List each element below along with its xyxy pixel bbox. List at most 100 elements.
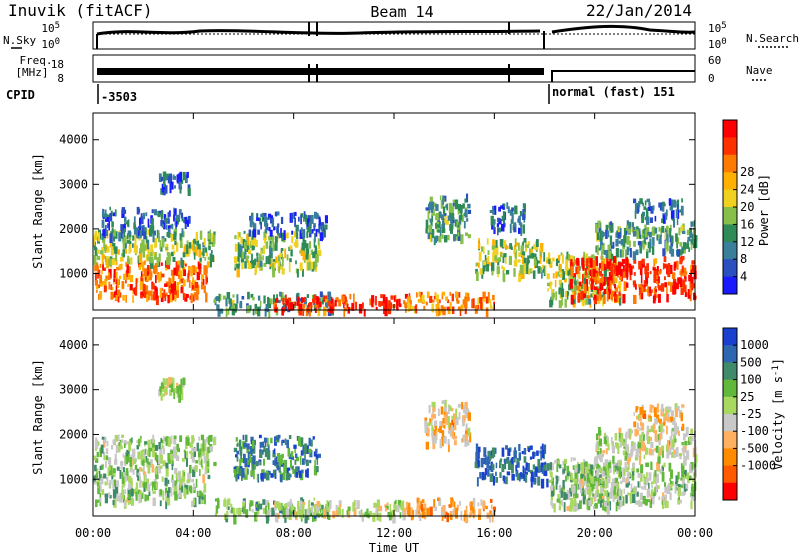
echo-cell bbox=[293, 444, 297, 449]
echo-cell bbox=[654, 418, 658, 425]
echo-cell bbox=[626, 444, 629, 453]
echo-cell bbox=[392, 513, 396, 524]
echo-cell bbox=[541, 467, 545, 474]
echo-cell bbox=[631, 451, 634, 456]
echo-cell bbox=[464, 513, 469, 524]
echo-cell bbox=[488, 457, 491, 461]
echo-cell bbox=[592, 479, 595, 490]
echo-cell bbox=[649, 271, 652, 275]
echo-cell bbox=[679, 499, 682, 504]
echo-cell bbox=[179, 484, 183, 493]
echo-cell bbox=[114, 231, 118, 239]
echo-cell bbox=[120, 464, 123, 470]
echo-cell bbox=[503, 240, 507, 248]
echo-cell bbox=[469, 502, 471, 507]
echo-cell bbox=[124, 443, 126, 448]
echo-cell bbox=[199, 230, 203, 240]
echo-cell bbox=[598, 465, 601, 471]
echo-cell bbox=[487, 255, 490, 265]
echo-cell bbox=[430, 234, 432, 243]
echo-cell bbox=[661, 403, 664, 413]
echo-cell bbox=[452, 217, 455, 223]
colorbar-tick-label: 12 bbox=[740, 235, 754, 249]
echo-cell bbox=[612, 463, 615, 468]
echo-cell bbox=[149, 259, 154, 269]
echo-cell bbox=[153, 209, 157, 216]
echo-cell bbox=[610, 488, 614, 496]
echo-cell bbox=[679, 453, 683, 457]
echo-cell bbox=[619, 442, 622, 448]
echo-cell bbox=[636, 415, 639, 420]
echo-cell bbox=[452, 501, 455, 507]
echo-cell bbox=[173, 381, 175, 392]
echo-cell bbox=[240, 453, 242, 460]
echo-cell bbox=[608, 287, 612, 295]
echo-cell bbox=[617, 284, 621, 289]
echo-cell bbox=[259, 442, 262, 448]
echo-cell bbox=[240, 236, 243, 244]
echo-cell bbox=[266, 437, 269, 447]
echo-cell bbox=[126, 441, 129, 445]
echo-cell bbox=[540, 267, 542, 273]
echo-cell bbox=[275, 256, 278, 264]
echo-cell bbox=[332, 298, 334, 304]
echo-cell bbox=[644, 229, 648, 238]
echo-cell bbox=[626, 456, 630, 465]
echo-cell bbox=[604, 432, 607, 436]
echo-cell bbox=[202, 475, 205, 484]
echo-cell bbox=[642, 240, 645, 250]
echo-cell bbox=[625, 256, 629, 266]
echo-cell bbox=[502, 217, 505, 226]
echo-cell bbox=[570, 294, 575, 305]
echo-cell bbox=[589, 270, 592, 277]
echo-cell bbox=[400, 503, 403, 511]
echo-cell bbox=[636, 468, 639, 473]
echo-cell bbox=[378, 301, 381, 307]
echo-cell bbox=[210, 233, 213, 243]
echo-cell bbox=[603, 501, 607, 507]
echo-cell bbox=[432, 204, 435, 214]
echo-cell bbox=[192, 265, 196, 274]
echo-cell bbox=[119, 257, 123, 262]
echo-cell bbox=[402, 514, 406, 521]
echo-cell bbox=[181, 217, 184, 222]
echo-region bbox=[233, 229, 322, 278]
echo-cell bbox=[689, 232, 693, 239]
echo-cell bbox=[540, 478, 545, 489]
echo-cell bbox=[158, 233, 160, 243]
echo-cell bbox=[500, 205, 504, 209]
echo-cell bbox=[170, 487, 173, 497]
echo-cell bbox=[447, 415, 450, 422]
echo-cell bbox=[177, 493, 180, 499]
echo-cell bbox=[185, 174, 188, 184]
colorbar-swatch bbox=[723, 379, 737, 398]
echo-cell bbox=[146, 458, 149, 464]
echo-cell bbox=[462, 415, 466, 420]
echo-cell bbox=[124, 243, 127, 249]
echo-cell bbox=[203, 456, 207, 464]
echo-cell bbox=[173, 267, 177, 276]
velocity-x-ticks bbox=[92, 318, 696, 516]
echo-cell bbox=[533, 477, 537, 483]
echo-cell bbox=[187, 188, 191, 196]
echo-cell bbox=[197, 243, 201, 250]
echo-cell bbox=[565, 265, 567, 269]
echo-cell bbox=[152, 434, 155, 444]
echo-cell bbox=[607, 462, 611, 469]
echo-cell bbox=[131, 481, 133, 486]
echo-cell bbox=[249, 446, 252, 452]
echo-cell bbox=[245, 509, 249, 518]
echo-cell bbox=[464, 198, 467, 203]
echo-cell bbox=[490, 498, 493, 503]
echo-cell bbox=[497, 227, 499, 236]
echo-cell bbox=[492, 206, 496, 214]
echo-cell bbox=[264, 442, 267, 448]
echo-cell bbox=[621, 441, 625, 446]
echo-cell bbox=[252, 236, 257, 246]
echo-cell bbox=[298, 298, 302, 302]
echo-cell bbox=[502, 211, 505, 220]
echo-cell bbox=[382, 294, 386, 304]
echo-cell bbox=[530, 268, 533, 272]
echo-cell bbox=[271, 263, 274, 273]
echo-cell bbox=[508, 255, 512, 265]
